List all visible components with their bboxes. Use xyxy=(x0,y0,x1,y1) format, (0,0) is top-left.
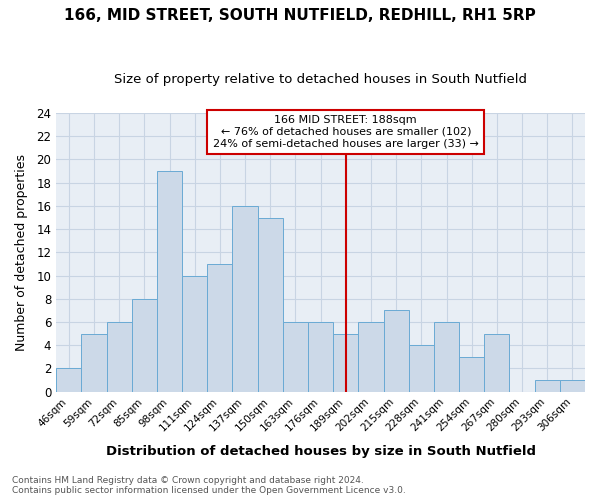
Bar xyxy=(283,322,308,392)
Bar xyxy=(484,334,509,392)
Bar xyxy=(358,322,383,392)
Title: Size of property relative to detached houses in South Nutfield: Size of property relative to detached ho… xyxy=(114,72,527,86)
Bar xyxy=(560,380,585,392)
Bar xyxy=(409,345,434,392)
Bar xyxy=(383,310,409,392)
Bar xyxy=(82,334,107,392)
X-axis label: Distribution of detached houses by size in South Nutfield: Distribution of detached houses by size … xyxy=(106,444,536,458)
Bar xyxy=(207,264,232,392)
Y-axis label: Number of detached properties: Number of detached properties xyxy=(15,154,28,351)
Bar xyxy=(232,206,257,392)
Text: 166 MID STREET: 188sqm
← 76% of detached houses are smaller (102)
24% of semi-de: 166 MID STREET: 188sqm ← 76% of detached… xyxy=(213,116,479,148)
Bar xyxy=(182,276,207,392)
Bar xyxy=(157,171,182,392)
Bar xyxy=(257,218,283,392)
Bar xyxy=(56,368,82,392)
Bar xyxy=(308,322,333,392)
Bar xyxy=(535,380,560,392)
Text: 166, MID STREET, SOUTH NUTFIELD, REDHILL, RH1 5RP: 166, MID STREET, SOUTH NUTFIELD, REDHILL… xyxy=(64,8,536,22)
Bar xyxy=(333,334,358,392)
Bar xyxy=(132,299,157,392)
Bar xyxy=(434,322,459,392)
Bar xyxy=(459,357,484,392)
Bar xyxy=(107,322,132,392)
Text: Contains HM Land Registry data © Crown copyright and database right 2024.
Contai: Contains HM Land Registry data © Crown c… xyxy=(12,476,406,495)
